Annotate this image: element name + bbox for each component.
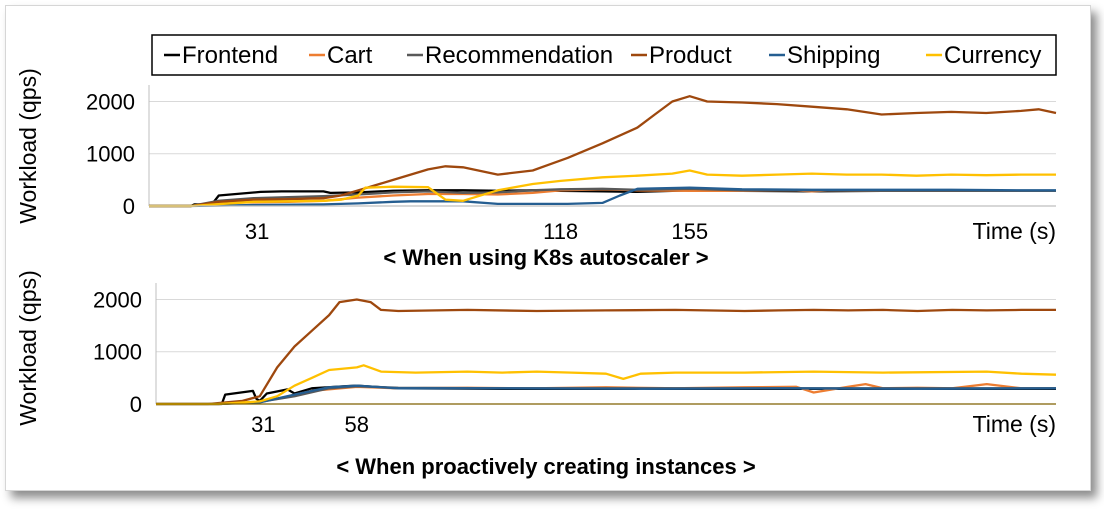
series-line-currency	[149, 169, 1056, 208]
line-chart-figure: Frontend Cart Recommendation Product Shippin…	[15, 34, 1057, 479]
x-tick-label: 31	[245, 219, 269, 244]
figure-frame: Frontend Cart Recommendation Product Shippin…	[5, 5, 1091, 491]
y-tick-label: 2000	[93, 287, 142, 312]
legend-label-recommendation: Recommendation	[425, 42, 613, 69]
series-line-shipping	[149, 186, 1056, 208]
x-tick-label: 58	[345, 412, 369, 437]
x-tick-label: 155	[671, 219, 708, 244]
series-line-product	[149, 95, 1057, 208]
chart-panel-proactive: 0 1000 2000 31 58 Time (s) Workload (qps) < Whe…	[15, 270, 1057, 479]
x-axis-title: Time (s)	[973, 218, 1056, 244]
panel-caption: < When using K8s autoscaler >	[383, 245, 708, 270]
panel-caption: < When proactively creating instances >	[336, 454, 755, 479]
y-tick-label: 2000	[86, 89, 135, 114]
legend-label-product: Product	[649, 42, 732, 69]
y-tick-label: 0	[123, 194, 135, 219]
legend-label-frontend: Frontend	[182, 42, 278, 69]
x-tick-label: 118	[543, 219, 578, 244]
y-tick-label: 1000	[93, 340, 142, 365]
series-line-currency	[156, 364, 1057, 406]
chart-panel-autoscaler: 0 1000 2000 31 118 155 Time (s) Workload (qps) <…	[15, 68, 1057, 270]
legend-box	[151, 34, 1057, 76]
y-tick-label: 1000	[86, 142, 135, 167]
legend-label-cart: Cart	[327, 42, 373, 69]
legend-label-shipping: Shipping	[787, 42, 880, 69]
x-axis-title: Time (s)	[973, 411, 1056, 437]
legend: Frontend Cart Recommendation Product Shippin…	[151, 34, 1057, 76]
y-tick-label: 0	[130, 392, 142, 417]
legend-label-currency: Currency	[944, 42, 1041, 69]
y-axis-title: Workload (qps)	[15, 68, 41, 224]
x-tick-label: 31	[251, 412, 275, 437]
series-line-product	[156, 298, 1056, 406]
y-axis-title: Workload (qps)	[15, 270, 41, 426]
